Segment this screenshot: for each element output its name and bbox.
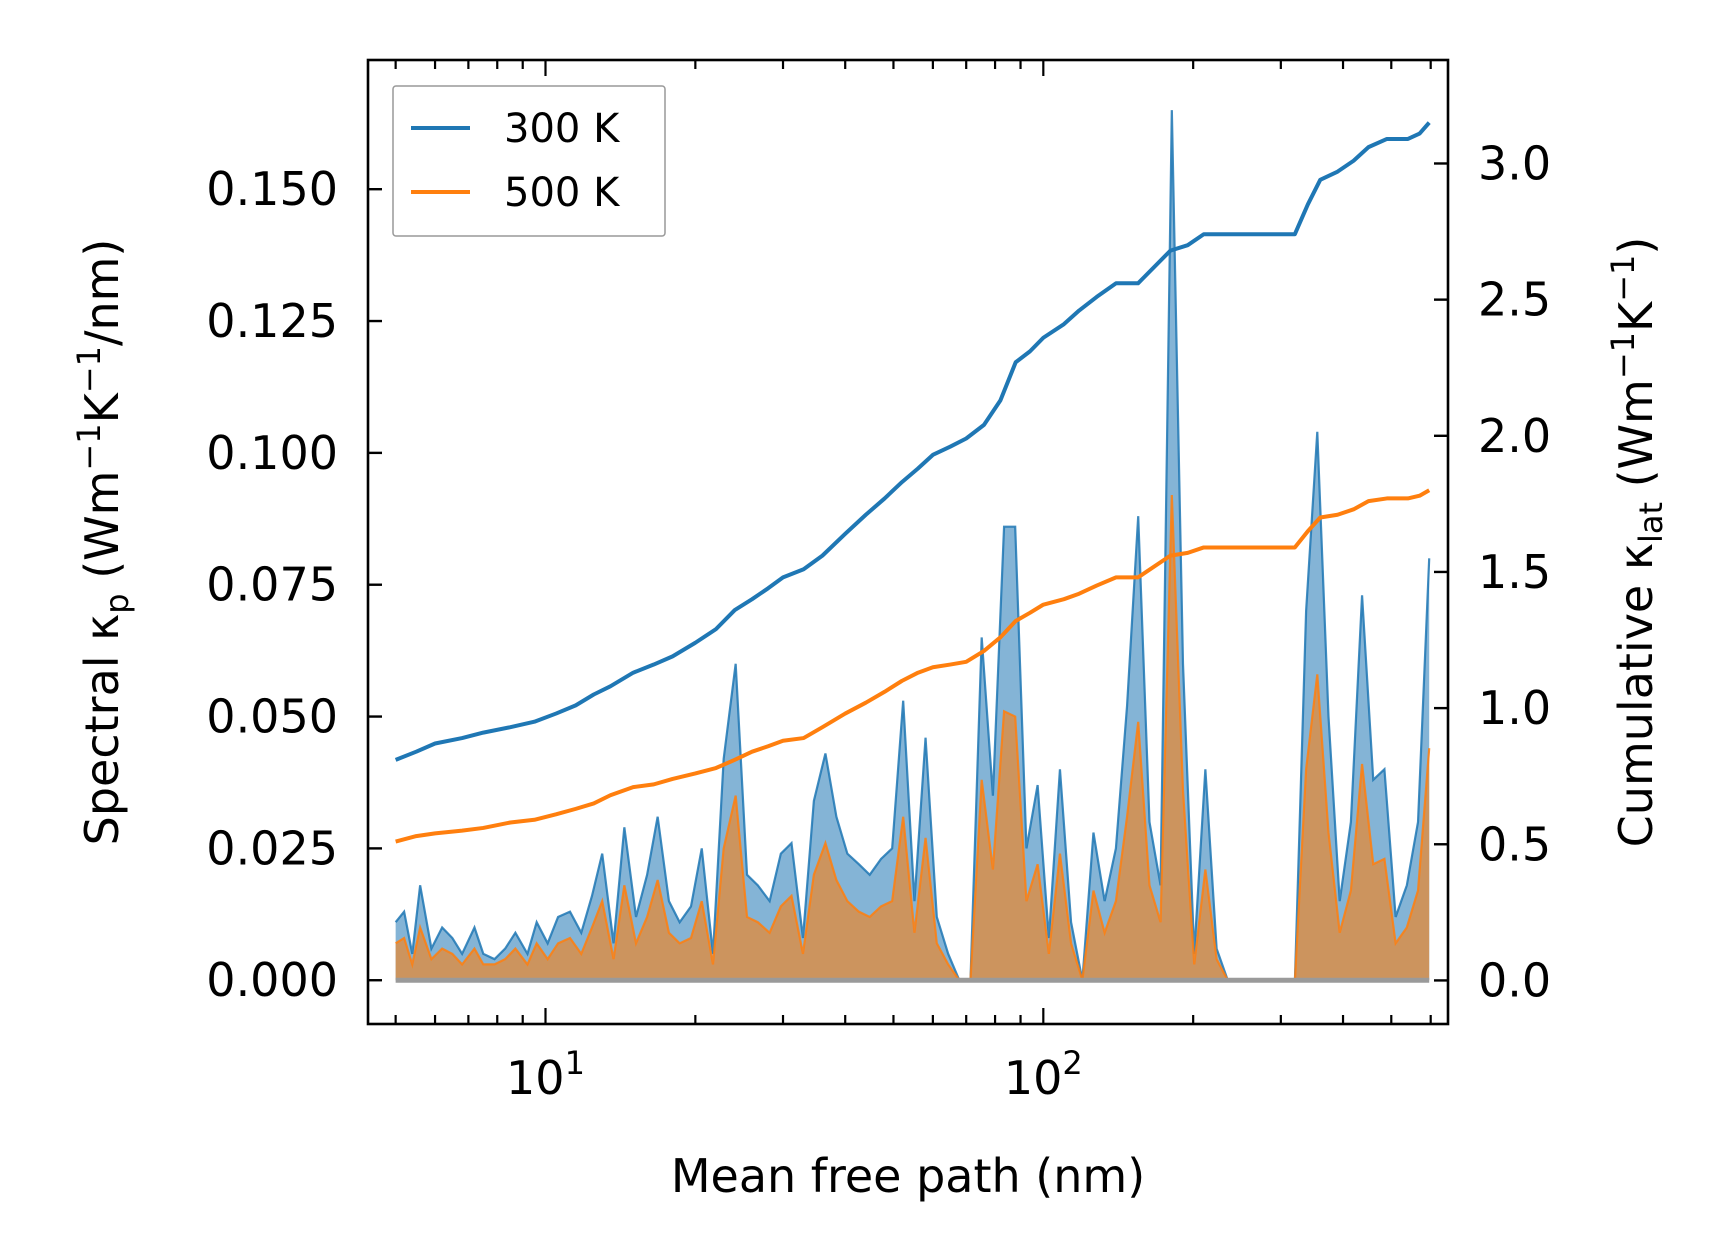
legend-label-300k: 300 K xyxy=(504,106,621,152)
left-y-tick-label: 0.025 xyxy=(206,821,338,875)
x-tick-label: 101 xyxy=(506,1044,585,1105)
right-y-label-sup1: −1 xyxy=(1604,332,1642,379)
left-y-tick-label: 0.100 xyxy=(206,426,338,480)
right-y-tick-label: 3.0 xyxy=(1478,136,1551,190)
cumulative-line-500k xyxy=(395,488,1431,844)
series-line-layer xyxy=(394,121,1431,844)
x-tick-label: 102 xyxy=(1004,1044,1083,1105)
left-y-tick-label: 0.075 xyxy=(206,558,338,612)
legend-box xyxy=(392,85,666,237)
legend-label-500k: 500 K xyxy=(504,170,621,216)
left-y-label-sup2: −1 xyxy=(70,346,108,393)
right-y-label-sup2: −1 xyxy=(1604,255,1642,302)
x-tick-label-exponent: 2 xyxy=(1062,1044,1082,1082)
right-y-label-main: Cumulative κ xyxy=(1609,543,1663,847)
x-tick-label-base: 10 xyxy=(506,1051,565,1105)
right-y-tick-label: 1.5 xyxy=(1478,545,1551,599)
left-y-tick-label: 0.050 xyxy=(206,690,338,744)
cumulative-line-300k xyxy=(394,121,1431,762)
right-y-label-units-open: (Wm xyxy=(1609,379,1663,502)
spectral-fill-500k xyxy=(395,495,1430,981)
spectral-fill-layer xyxy=(394,110,1431,983)
right-y-tick-label: 1.0 xyxy=(1478,681,1551,735)
right-y-tick-label: 0.0 xyxy=(1478,953,1551,1007)
x-tick-label-exponent: 1 xyxy=(565,1044,585,1082)
left-y-label-main: Spectral κ xyxy=(75,614,129,846)
legend: 300 K 500 K xyxy=(392,85,666,237)
right-y-axis-title: Cumulative κlat (Wm−1K−1) xyxy=(1604,237,1670,848)
left-y-tick-label: 0.125 xyxy=(206,294,338,348)
axis-ticks-layer: 0.000 0.025 0.050 0.075 0.100 0.125 0.150 0.0 0.… xyxy=(206,60,1551,1105)
left-y-label-mid: K xyxy=(75,391,129,423)
right-y-label-units-close: ) xyxy=(1609,237,1663,255)
left-y-label-sub: p xyxy=(98,593,136,613)
right-y-label-sub: lat xyxy=(1632,502,1670,543)
right-y-tick-label: 2.0 xyxy=(1478,409,1551,463)
plot-frame xyxy=(366,58,1450,1026)
left-y-label-sup1: −1 xyxy=(70,423,108,470)
left-y-label-units-open: (Wm xyxy=(75,471,129,594)
right-y-label-mid: K xyxy=(1609,300,1663,332)
x-tick-label-base: 10 xyxy=(1004,1051,1063,1105)
left-y-axis-title: Spectral κp (Wm−1K−1/nm) xyxy=(70,239,136,846)
right-y-tick-label: 2.5 xyxy=(1478,273,1551,327)
left-y-tick-label: 0.000 xyxy=(206,953,338,1007)
x-axis-title: Mean free path (nm) xyxy=(671,1149,1145,1203)
right-y-tick-label: 0.5 xyxy=(1478,817,1551,871)
left-y-label-units-close: /nm) xyxy=(75,239,129,346)
left-y-tick-label: 0.150 xyxy=(206,162,338,216)
